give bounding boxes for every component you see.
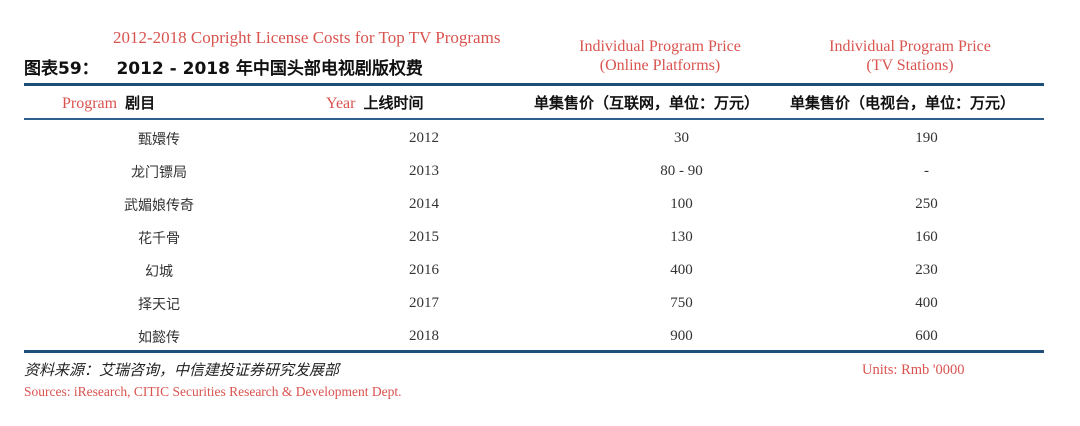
top-rule	[24, 83, 1044, 86]
cell-online-price: 900	[670, 328, 693, 344]
figure-title-en: 2012-2018 Copright License Costs for Top…	[113, 28, 501, 47]
header-year: Year 上线时间	[326, 94, 424, 112]
data-table: 甄嬛传 2012 30 190 龙门镖局 2013 80 - 90 - 武媚娘传…	[24, 122, 1044, 353]
cell-tv-price: 600	[915, 328, 938, 344]
column-header-tv-en: Individual Program Price (TV Stations)	[805, 37, 1015, 75]
cell-program: 武媚娘传奇	[124, 197, 194, 214]
cell-online-price: 750	[670, 295, 693, 311]
column-header-online-en: Individual Program Price (Online Platfor…	[555, 37, 765, 75]
cell-program: 如懿传	[138, 329, 180, 346]
header-tv-price: 单集售价（电视台，单位：万元）	[790, 94, 1016, 112]
header-rule	[24, 118, 1044, 120]
cell-tv-price: 400	[915, 295, 938, 311]
cell-tv-price: 190	[915, 130, 938, 146]
cell-online-price: 130	[670, 229, 693, 245]
cell-tv-price: 160	[915, 229, 938, 245]
table-row: 幻城 2016 400 230	[24, 254, 1044, 287]
figure-label: 图表59：	[24, 59, 99, 79]
table-row: 武媚娘传奇 2014 100 250	[24, 188, 1044, 221]
cell-year: 2016	[409, 262, 439, 278]
header-online-price: 单集售价（互联网，单位：万元）	[534, 94, 760, 112]
cell-tv-price: -	[924, 163, 929, 179]
table-row: 甄嬛传 2012 30 190	[24, 122, 1044, 155]
cell-year: 2015	[409, 229, 439, 245]
column-header-tv-line1: Individual Program Price	[829, 38, 991, 55]
figure-title-cn-text: 2012 - 2018 年中国头部电视剧版权费	[116, 59, 423, 79]
source-note-cn: 资料来源：艾瑞咨询，中信建投证券研究发展部	[24, 361, 340, 379]
cell-program: 花千骨	[138, 230, 180, 247]
table-row: 择天记 2017 750 400	[24, 287, 1044, 320]
table-row: 龙门镖局 2013 80 - 90 -	[24, 155, 1044, 188]
cell-program: 龙门镖局	[131, 164, 187, 181]
cell-online-price: 80 - 90	[660, 163, 703, 179]
figure-title-cn: 图表59： 2012 - 2018 年中国头部电视剧版权费	[24, 54, 423, 79]
cell-online-price: 100	[670, 196, 693, 212]
bottom-rule	[24, 350, 1044, 353]
header-program: Program 剧目	[62, 94, 156, 112]
table-header-row: Program 剧目 Year 上线时间 单集售价（互联网，单位：万元） 单集售价（…	[24, 92, 1044, 116]
cell-program: 择天记	[138, 296, 180, 313]
table-row: 花千骨 2015 130 160	[24, 221, 1044, 254]
cell-tv-price: 250	[915, 196, 938, 212]
cell-online-price: 400	[670, 262, 693, 278]
units-note: Units: Rmb '0000	[862, 362, 965, 378]
source-note-en: Sources: iResearch, CITIC Securities Res…	[24, 384, 402, 399]
cell-online-price: 30	[674, 130, 689, 146]
column-header-tv-line2: (TV Stations)	[866, 57, 954, 74]
cell-year: 2013	[409, 163, 439, 179]
column-header-online-line2: (Online Platforms)	[599, 57, 721, 74]
cell-year: 2014	[409, 196, 439, 212]
table-row: 如懿传 2018 900 600	[24, 320, 1044, 353]
column-header-online-line1: Individual Program Price	[579, 38, 741, 55]
cell-tv-price: 230	[915, 262, 938, 278]
cell-year: 2018	[409, 328, 439, 344]
cell-year: 2012	[409, 130, 439, 146]
cell-program: 幻城	[145, 263, 173, 280]
cell-program: 甄嬛传	[138, 131, 180, 148]
cell-year: 2017	[409, 295, 439, 311]
